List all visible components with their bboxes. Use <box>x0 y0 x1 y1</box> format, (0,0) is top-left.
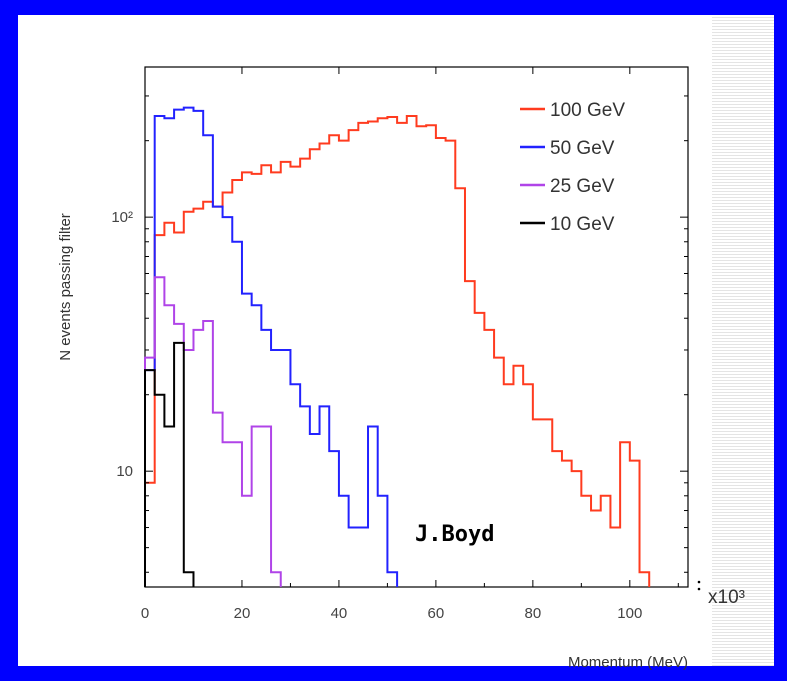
y-tick-label: 10 <box>116 463 133 480</box>
x-tick-label: 40 <box>331 605 348 622</box>
x-tick-label: 100 <box>617 605 642 622</box>
axis-break-dot <box>697 580 701 584</box>
series-line-100-gev <box>144 115 651 587</box>
x-tick-label: 60 <box>428 605 445 622</box>
legend-label: 10 GeV <box>550 214 615 235</box>
y-axis-label: N events passing filter <box>57 213 74 361</box>
axis-break-dot <box>697 587 701 591</box>
legend-label: 25 GeV <box>550 176 615 197</box>
legend-label: 50 GeV <box>550 138 615 159</box>
x-axis-label: Momentum (MeV) <box>568 654 688 671</box>
slide-stripe-decoration <box>712 15 774 666</box>
ticks-layer: 0 20 40 60 80 100 10 10² <box>111 67 701 622</box>
plot-frame <box>144 66 689 588</box>
series-layer <box>144 106 651 587</box>
series-line-10-gev <box>144 341 195 587</box>
x-tick-label: 80 <box>525 605 542 622</box>
series-line-50-gev <box>144 106 399 587</box>
author-annotation: J.Boyd <box>415 522 494 547</box>
series-line-25-gev <box>144 276 282 587</box>
legend-label: 100 GeV <box>550 100 625 121</box>
x-axis-multiplier: x10³ <box>708 587 745 608</box>
x-tick-label: 0 <box>141 605 149 622</box>
y-tick-label: 10² <box>111 209 133 226</box>
legend: 100 GeV 50 GeV 25 GeV 10 GeV <box>520 100 625 235</box>
x-tick-label: 20 <box>234 605 251 622</box>
